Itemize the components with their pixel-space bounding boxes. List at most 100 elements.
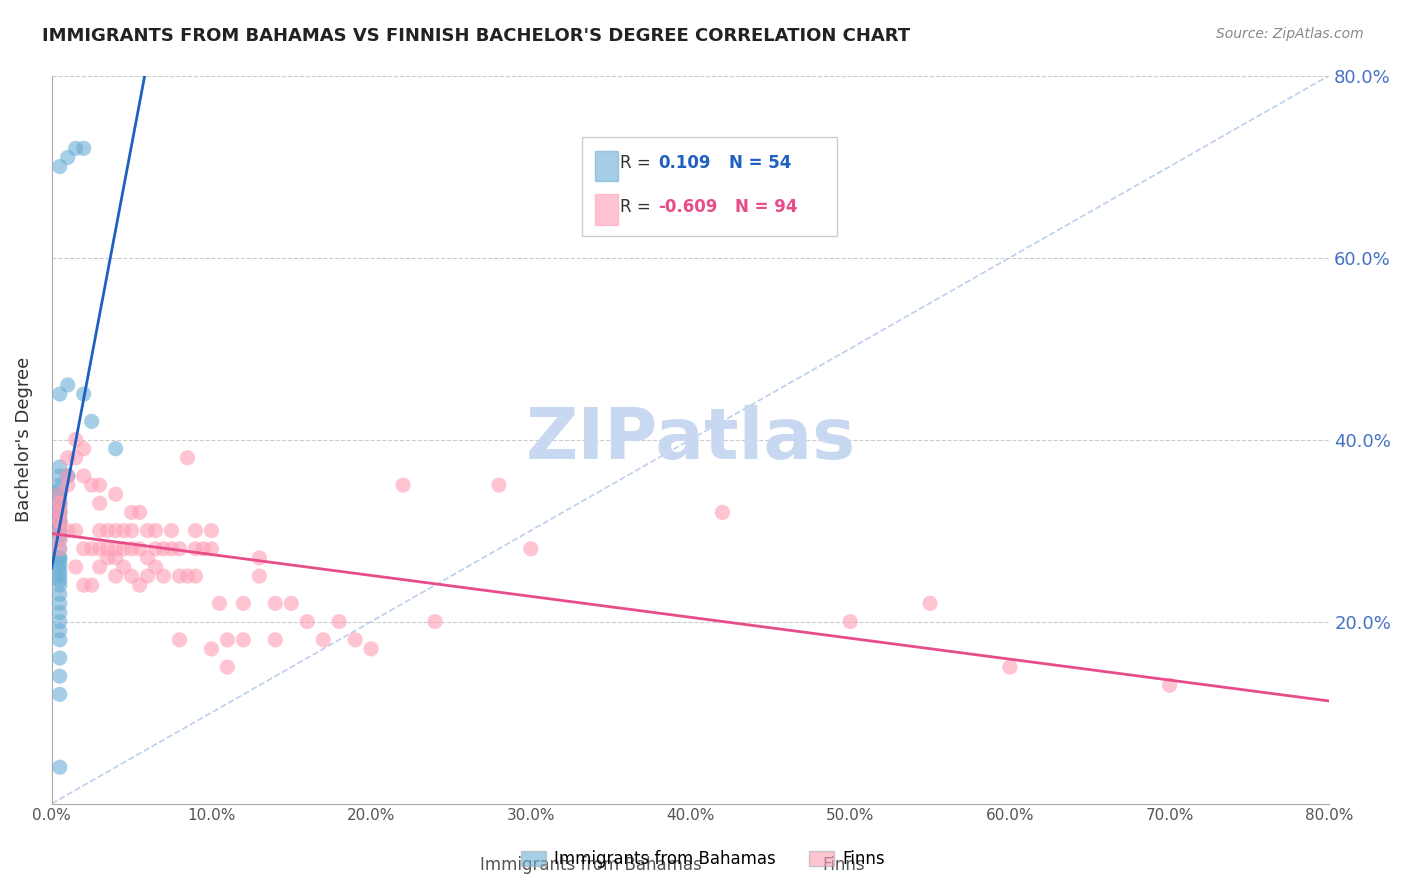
Point <box>217 660 239 674</box>
Point <box>48 469 70 483</box>
Text: ZIPatlas: ZIPatlas <box>526 405 856 474</box>
Point <box>89 478 111 492</box>
Point <box>104 487 127 501</box>
Point <box>48 515 70 529</box>
Point <box>104 524 127 538</box>
Point <box>56 469 79 483</box>
Point <box>112 524 135 538</box>
Point <box>152 541 174 556</box>
Point <box>89 541 111 556</box>
Point <box>184 541 207 556</box>
Point <box>176 450 198 465</box>
Point <box>247 550 270 565</box>
Point <box>48 500 70 515</box>
Point <box>392 478 415 492</box>
Text: IMMIGRANTS FROM BAHAMAS VS FINNISH BACHELOR'S DEGREE CORRELATION CHART: IMMIGRANTS FROM BAHAMAS VS FINNISH BACHE… <box>42 27 910 45</box>
Point <box>56 478 79 492</box>
Point <box>169 541 191 556</box>
Point <box>97 550 120 565</box>
Point <box>48 524 70 538</box>
Point <box>184 569 207 583</box>
Point <box>48 491 70 506</box>
Point <box>48 524 70 538</box>
Point <box>48 515 70 529</box>
Point <box>217 632 239 647</box>
Bar <box>595 194 617 225</box>
Point <box>48 505 70 519</box>
Point <box>128 541 150 556</box>
Point <box>65 141 87 155</box>
Point <box>48 487 70 501</box>
Point <box>200 524 222 538</box>
Point <box>711 505 734 519</box>
Point <box>48 606 70 620</box>
Point <box>48 651 70 665</box>
Point <box>80 478 103 492</box>
Legend: Immigrants from Bahamas, Finns: Immigrants from Bahamas, Finns <box>515 844 891 875</box>
Point <box>65 524 87 538</box>
Point <box>48 487 70 501</box>
Point <box>112 560 135 574</box>
Y-axis label: Bachelor's Degree: Bachelor's Degree <box>15 357 32 522</box>
Point <box>48 624 70 638</box>
Point <box>48 669 70 683</box>
Point <box>48 459 70 474</box>
Point <box>48 487 70 501</box>
Point <box>80 541 103 556</box>
Point <box>136 524 159 538</box>
Point <box>65 433 87 447</box>
Point <box>344 632 367 647</box>
Point <box>48 556 70 570</box>
Point <box>488 478 510 492</box>
Point <box>97 541 120 556</box>
Point <box>48 505 70 519</box>
Point <box>65 560 87 574</box>
Point <box>73 469 96 483</box>
Point <box>48 533 70 547</box>
Point <box>264 596 287 610</box>
Point <box>360 641 382 656</box>
Point <box>328 615 350 629</box>
Text: N = 94: N = 94 <box>735 197 797 216</box>
Point <box>48 505 70 519</box>
Point <box>520 541 543 556</box>
Text: -0.609: -0.609 <box>658 197 718 216</box>
Point <box>80 578 103 592</box>
Point <box>48 483 70 497</box>
Point <box>48 541 70 556</box>
Point <box>104 550 127 565</box>
Point <box>89 560 111 574</box>
Point <box>48 160 70 174</box>
Point <box>48 574 70 588</box>
Point <box>200 641 222 656</box>
Point <box>73 442 96 456</box>
Point <box>998 660 1021 674</box>
Point <box>145 560 167 574</box>
Point <box>104 569 127 583</box>
Point <box>73 578 96 592</box>
Point <box>48 565 70 579</box>
Point <box>48 760 70 774</box>
Point <box>48 496 70 510</box>
Point <box>208 596 231 610</box>
Point <box>48 615 70 629</box>
Point <box>48 541 70 556</box>
Point <box>145 541 167 556</box>
Text: R =: R = <box>620 154 651 172</box>
Point <box>56 150 79 164</box>
Point <box>48 533 70 547</box>
Point <box>48 560 70 574</box>
Point <box>48 569 70 583</box>
Point <box>48 519 70 533</box>
Text: R =: R = <box>620 197 651 216</box>
Point <box>160 524 183 538</box>
Point <box>128 578 150 592</box>
Point <box>160 541 183 556</box>
Point <box>104 442 127 456</box>
Text: Immigrants from Bahamas: Immigrants from Bahamas <box>479 856 702 874</box>
Point <box>48 515 70 529</box>
Point <box>169 632 191 647</box>
Point <box>145 524 167 538</box>
Point <box>232 632 254 647</box>
Point <box>48 550 70 565</box>
